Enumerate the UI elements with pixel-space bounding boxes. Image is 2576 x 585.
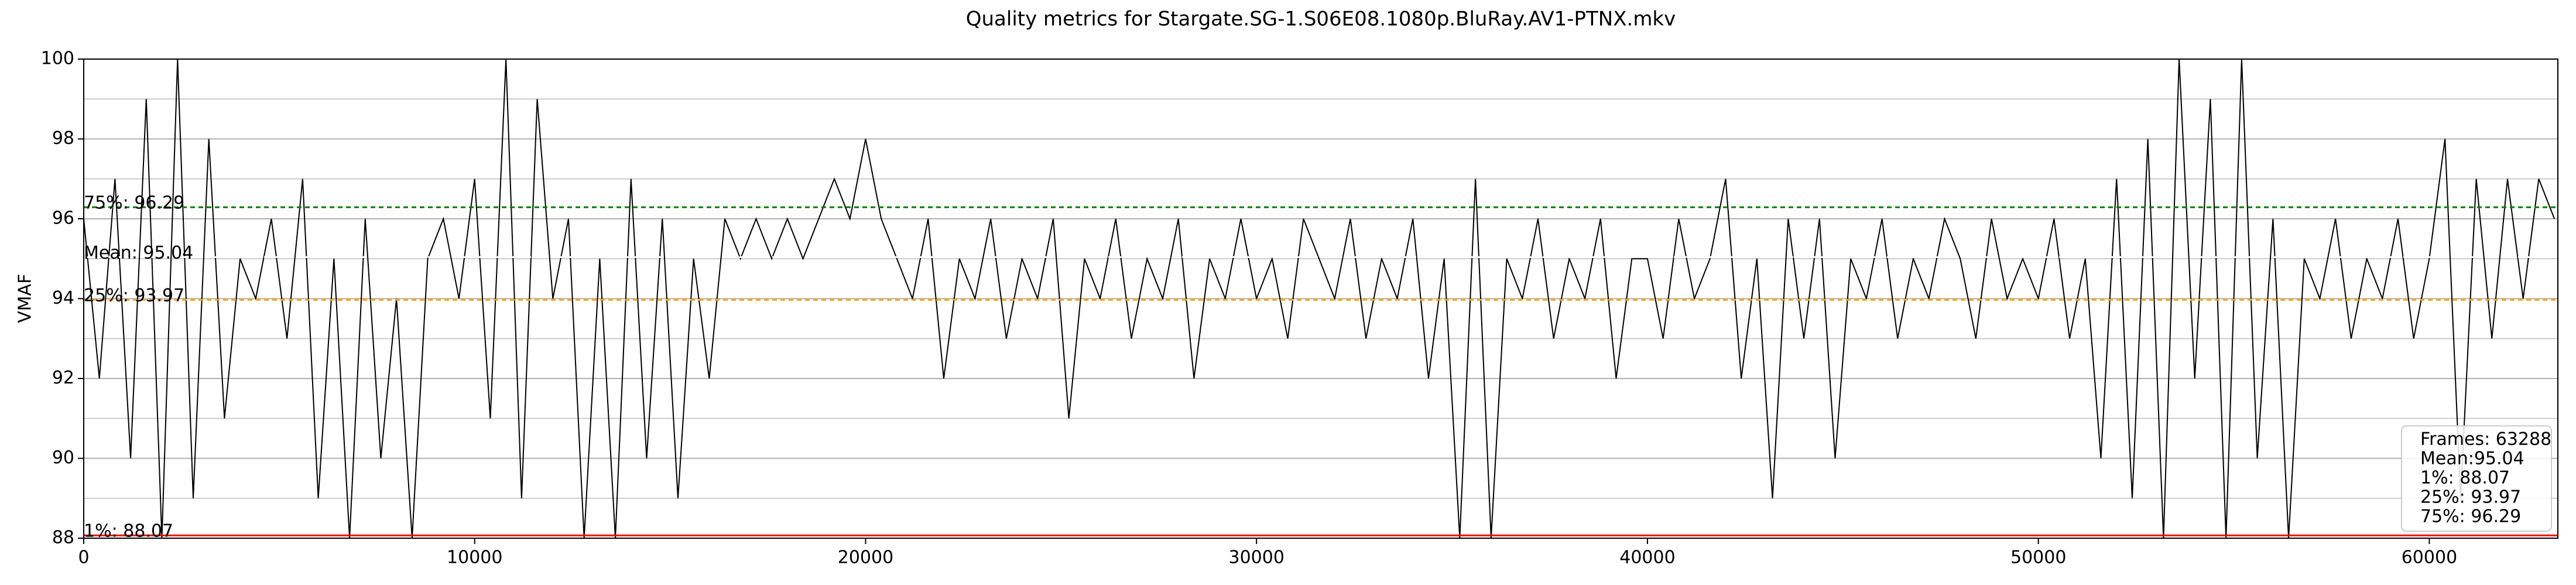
x-tick-label: 30000 xyxy=(1229,548,1284,568)
y-tick-label: 92 xyxy=(52,368,74,388)
y-tick-label: 94 xyxy=(52,288,74,308)
stats-line: 25%: 93.97 xyxy=(2420,487,2521,508)
reference-label: 75%: 96.29 xyxy=(84,193,184,214)
x-tick-label: 60000 xyxy=(2402,548,2457,568)
x-tick-label: 10000 xyxy=(447,548,502,568)
stats-line: 75%: 96.29 xyxy=(2420,507,2521,527)
x-tick-label: 40000 xyxy=(1619,548,1675,568)
x-tick-label: 50000 xyxy=(2010,548,2066,568)
x-tick-label: 0 xyxy=(78,548,89,568)
vmaf-line xyxy=(84,59,2556,538)
y-tick-label: 88 xyxy=(52,528,74,548)
reference-label: Mean: 95.04 xyxy=(84,243,193,263)
stats-line: Frames: 63288 xyxy=(2420,429,2551,450)
stats-line: Mean:95.04 xyxy=(2420,449,2524,469)
reference-label: 25%: 93.97 xyxy=(84,285,184,306)
chart-title: Quality metrics for Stargate.SG-1.S06E08… xyxy=(966,8,1676,31)
plot-frame xyxy=(83,58,2558,539)
y-tick-label: 100 xyxy=(41,49,74,69)
x-tick-label: 20000 xyxy=(838,548,893,568)
y-tick-label: 96 xyxy=(52,208,74,229)
y-axis-label: VMAF xyxy=(15,274,36,323)
y-tick-label: 98 xyxy=(52,128,74,149)
y-tick-label: 90 xyxy=(52,448,74,468)
stats-box xyxy=(2401,425,2552,532)
stats-line: 1%: 88.07 xyxy=(2420,468,2510,488)
